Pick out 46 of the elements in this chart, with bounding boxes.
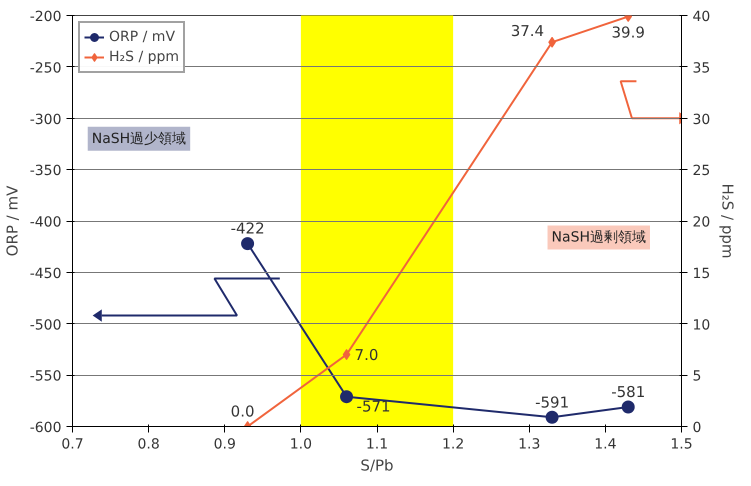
data-label: 37.4	[510, 22, 544, 40]
x-tick-label: 1.5	[670, 436, 693, 452]
y-tick-label: -600	[30, 420, 62, 436]
y-tick-label: -200	[30, 9, 62, 25]
y2-tick-label: 30	[692, 112, 710, 128]
y-tick-label: -400	[30, 214, 62, 230]
annotation: NaSH過剰領域	[552, 229, 646, 246]
x-tick-label: 0.7	[61, 436, 84, 452]
point	[340, 390, 354, 404]
x-tick-label: 1.2	[442, 436, 464, 452]
legend-label: ORP / mV	[109, 29, 176, 45]
x-axis-title: S/Pb	[360, 456, 394, 474]
y2-tick-label: 0	[692, 420, 702, 436]
x-tick-label: 0.9	[214, 436, 236, 452]
y-tick-label: -450	[30, 266, 62, 282]
x-tick-label: 1.3	[518, 436, 540, 452]
y2-tick-label: 15	[692, 266, 710, 282]
x-tick-label: 1.1	[366, 436, 388, 452]
y2-axis-title: H₂S / ppm	[718, 183, 736, 259]
y2-tick-label: 40	[692, 9, 710, 25]
y2-tick-label: 5	[692, 368, 702, 385]
y-axis-title: ORP / mV	[4, 184, 22, 256]
point	[622, 400, 635, 414]
y2-tick-label: 35	[692, 60, 710, 76]
point	[241, 237, 254, 250]
x-tick-label: 1.4	[594, 436, 617, 452]
x-tick-label: 0.8	[137, 436, 160, 452]
y-tick-label: -250	[30, 60, 62, 76]
x-tick-label: 1.0	[290, 436, 312, 452]
legend-label: H₂S / ppm	[109, 49, 180, 65]
y-tick-label: -350	[30, 163, 62, 180]
y2-tick-label: 20	[692, 214, 710, 230]
y2-tick-label: 25	[692, 163, 710, 180]
y-tick-label: -550	[30, 368, 62, 385]
point	[546, 410, 559, 424]
y-tick-label: -300	[30, 112, 62, 128]
data-label: 0.0	[230, 402, 255, 420]
y-tick-label: -500	[30, 317, 62, 334]
data-label: -591	[535, 393, 570, 412]
y2-tick-label: 10	[692, 317, 710, 334]
data-label: -581	[611, 382, 646, 401]
data-label: 7.0	[354, 346, 378, 364]
data-label: -422	[230, 220, 265, 238]
data-label: 39.9	[612, 24, 645, 42]
data-label: -571	[356, 398, 391, 416]
annotation: NaSH過少領域	[92, 130, 186, 147]
